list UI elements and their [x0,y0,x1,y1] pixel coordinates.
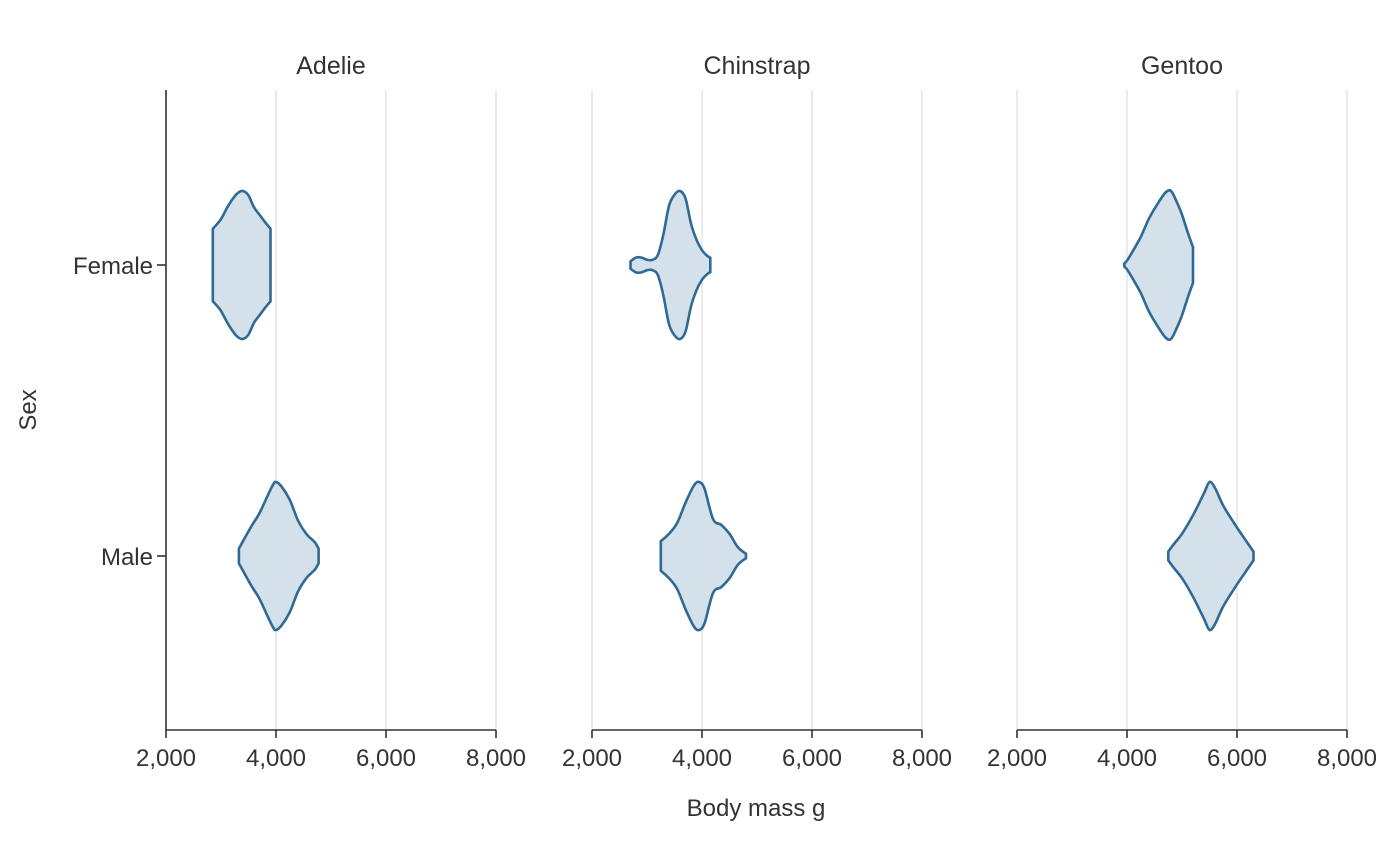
y-tick-label: Female [73,253,153,280]
x-tick-label: 4,000 [672,745,732,772]
x-tick-label: 4,000 [1097,745,1157,772]
x-tick-label: 4,000 [246,745,306,772]
labels: Adelie 2,000 4,000 6,000 8,000 Chinstrap 2,000… [73,52,1377,772]
x-tick-label: 6,000 [1207,745,1267,772]
x-axis-title: Body mass g [687,795,826,822]
x-tick-label: 2,000 [987,745,1047,772]
violin-gentoo-male [1167,480,1255,632]
violin-gentoo-female [1123,188,1195,342]
violin-chinstrap-male [659,480,748,632]
x-tick-label: 2,000 [562,745,622,772]
y-axis-title: Sex [15,389,42,430]
violin-adelie-male [237,480,320,632]
violin-chinstrap-female [629,189,712,341]
violins [211,188,1255,632]
axes [157,90,1348,738]
facet-title: Gentoo [1141,52,1223,80]
y-tick-label: Male [101,544,153,571]
x-tick-label: 8,000 [466,745,526,772]
x-tick-label: 2,000 [136,745,196,772]
gridlines [165,90,1348,730]
facet-title: Chinstrap [704,52,811,80]
facet-title: Adelie [296,52,366,80]
x-tick-label: 8,000 [892,745,952,772]
x-tick-label: 6,000 [356,745,416,772]
violin-adelie-female [211,189,272,341]
x-tick-label: 8,000 [1317,745,1377,772]
x-tick-label: 6,000 [782,745,842,772]
